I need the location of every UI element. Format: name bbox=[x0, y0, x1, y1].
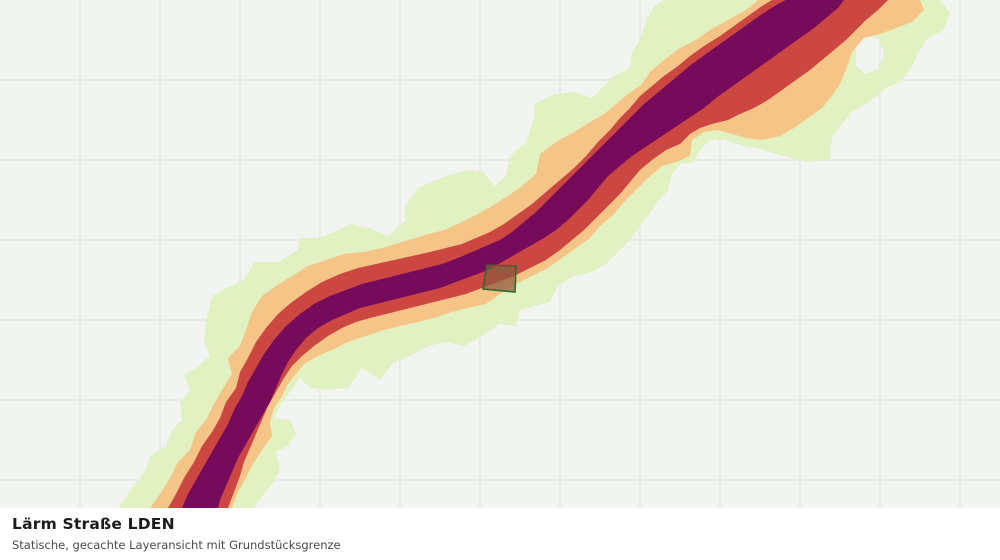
parcel-boundary[interactable] bbox=[483, 265, 516, 292]
layer-info-panel: Lärm Straße LDEN Statische, gecachte Lay… bbox=[0, 508, 1000, 560]
layer-title: Lärm Straße LDEN bbox=[12, 514, 988, 534]
layer-subtitle: Statische, gecachte Layeransicht mit Gru… bbox=[12, 538, 988, 553]
